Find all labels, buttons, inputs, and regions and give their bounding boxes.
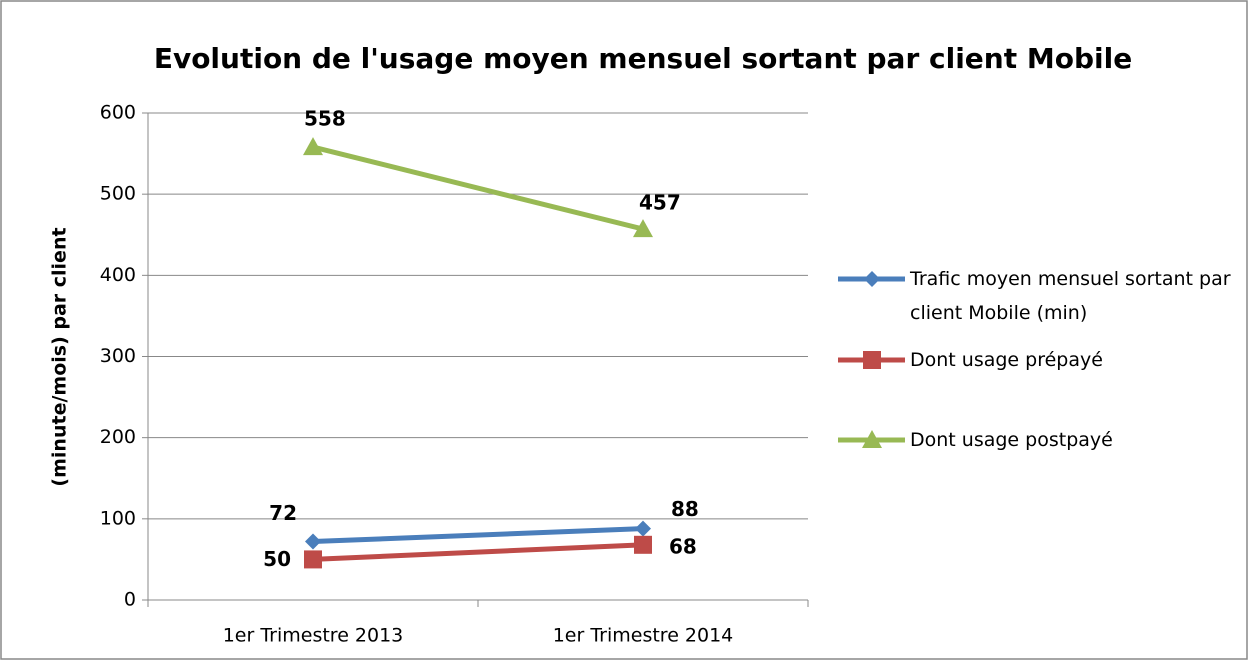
y-tick-label: 400 — [100, 264, 136, 286]
data-label: 72 — [269, 501, 297, 525]
marker — [304, 550, 322, 569]
y-tick-label: 600 — [100, 102, 136, 124]
data-label: 88 — [671, 497, 699, 521]
legend-label: Trafic moyen mensuel sortant par client … — [910, 268, 1231, 324]
marker — [864, 271, 880, 287]
y-axis-label: (minute/mois) par client — [49, 227, 71, 486]
data-label: 558 — [304, 107, 346, 131]
marker — [635, 520, 651, 537]
marker — [863, 351, 881, 369]
x-tick-label: 1er Trimestre 2014 — [553, 625, 734, 647]
marker — [303, 137, 323, 156]
data-label: 68 — [669, 534, 697, 558]
legend-label: Dont usage postpayé — [910, 429, 1113, 451]
x-tick-label: 1er Trimestre 2013 — [223, 625, 404, 647]
marker — [633, 219, 653, 238]
y-tick-label: 200 — [100, 426, 136, 448]
data-label: 457 — [639, 191, 681, 215]
chart-title: Evolution de l'usage moyen mensuel sorta… — [154, 42, 1132, 75]
marker — [305, 533, 321, 550]
data-label: 50 — [263, 547, 291, 571]
marker — [634, 535, 652, 554]
y-tick-label: 0 — [124, 589, 136, 611]
series-line — [312, 526, 644, 545]
series-line — [312, 542, 644, 562]
legend-label: Dont usage prépayé — [910, 349, 1103, 371]
series-line — [312, 144, 644, 232]
y-tick-label: 300 — [100, 345, 136, 367]
marker — [862, 430, 882, 448]
y-tick-label: 100 — [100, 507, 136, 529]
y-tick-label: 500 — [100, 183, 136, 205]
